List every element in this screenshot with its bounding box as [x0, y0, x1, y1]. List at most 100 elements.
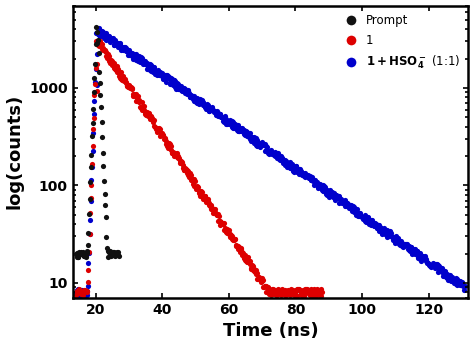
Point — [92, 42, 100, 47]
Point — [135, 99, 143, 105]
Point — [103, 56, 111, 61]
Point — [351, 208, 359, 213]
Point — [255, 142, 262, 147]
Point — [303, 174, 311, 179]
Point — [410, 246, 418, 252]
Point — [104, 248, 112, 254]
Point — [280, 160, 288, 165]
Point — [222, 228, 229, 234]
Point — [110, 249, 118, 254]
Point — [345, 201, 352, 207]
Point — [216, 218, 223, 224]
Point — [81, 253, 89, 258]
Point — [288, 161, 296, 167]
Point — [116, 41, 123, 46]
Point — [401, 242, 409, 247]
Point — [154, 129, 161, 135]
Point — [197, 188, 205, 193]
Point — [98, 120, 105, 125]
Point — [402, 242, 410, 247]
Point — [255, 140, 263, 146]
Point — [309, 174, 316, 180]
Point — [127, 84, 135, 90]
Point — [175, 86, 182, 91]
Point — [185, 90, 193, 96]
Point — [258, 140, 266, 145]
Point — [389, 235, 396, 240]
Point — [300, 293, 308, 299]
Point — [405, 247, 413, 253]
Point — [238, 126, 246, 131]
Point — [432, 264, 439, 270]
Point — [144, 113, 152, 119]
Point — [366, 220, 374, 226]
Point — [229, 120, 237, 125]
Point — [183, 92, 191, 97]
Point — [297, 168, 305, 173]
Point — [280, 288, 288, 293]
Point — [282, 287, 289, 293]
Point — [196, 191, 204, 197]
Point — [194, 183, 201, 189]
Point — [371, 221, 379, 226]
Point — [222, 117, 230, 122]
Point — [204, 104, 211, 110]
Point — [211, 109, 219, 115]
Point — [277, 153, 284, 159]
Point — [283, 159, 290, 164]
Point — [459, 284, 466, 289]
Point — [279, 155, 286, 161]
Point — [241, 133, 248, 138]
Point — [227, 120, 235, 126]
Point — [358, 214, 365, 220]
Point — [352, 211, 360, 216]
Point — [192, 100, 200, 105]
Point — [251, 134, 258, 140]
Point — [319, 183, 327, 188]
Point — [411, 246, 419, 252]
Point — [330, 190, 338, 196]
Point — [101, 47, 109, 53]
Point — [79, 289, 86, 294]
Point — [233, 243, 240, 248]
Point — [261, 142, 269, 147]
Point — [260, 142, 268, 148]
Point — [283, 164, 291, 170]
Point — [332, 192, 339, 197]
Point — [152, 126, 159, 132]
Point — [85, 260, 92, 266]
Point — [119, 74, 127, 80]
Point — [234, 122, 241, 128]
Point — [269, 150, 277, 156]
Point — [209, 106, 216, 111]
Point — [105, 53, 113, 59]
Point — [379, 228, 387, 233]
Point — [101, 202, 109, 208]
Point — [142, 112, 150, 118]
Point — [431, 265, 438, 271]
Point — [227, 234, 234, 240]
Point — [292, 293, 300, 298]
Point — [199, 98, 206, 104]
Point — [113, 43, 121, 48]
Point — [400, 243, 407, 248]
Point — [132, 91, 139, 96]
Point — [247, 138, 255, 144]
Point — [331, 195, 338, 201]
Point — [393, 237, 401, 243]
Point — [264, 285, 271, 291]
Point — [349, 205, 357, 211]
Point — [139, 61, 147, 67]
Point — [135, 98, 142, 104]
Point — [238, 253, 246, 258]
Point — [328, 189, 336, 194]
Point — [129, 94, 137, 99]
Point — [273, 292, 280, 298]
Point — [108, 251, 115, 256]
Point — [331, 197, 339, 202]
Point — [224, 121, 231, 127]
Point — [419, 255, 427, 260]
Point — [252, 267, 259, 273]
Point — [76, 290, 83, 296]
Point — [227, 117, 234, 123]
